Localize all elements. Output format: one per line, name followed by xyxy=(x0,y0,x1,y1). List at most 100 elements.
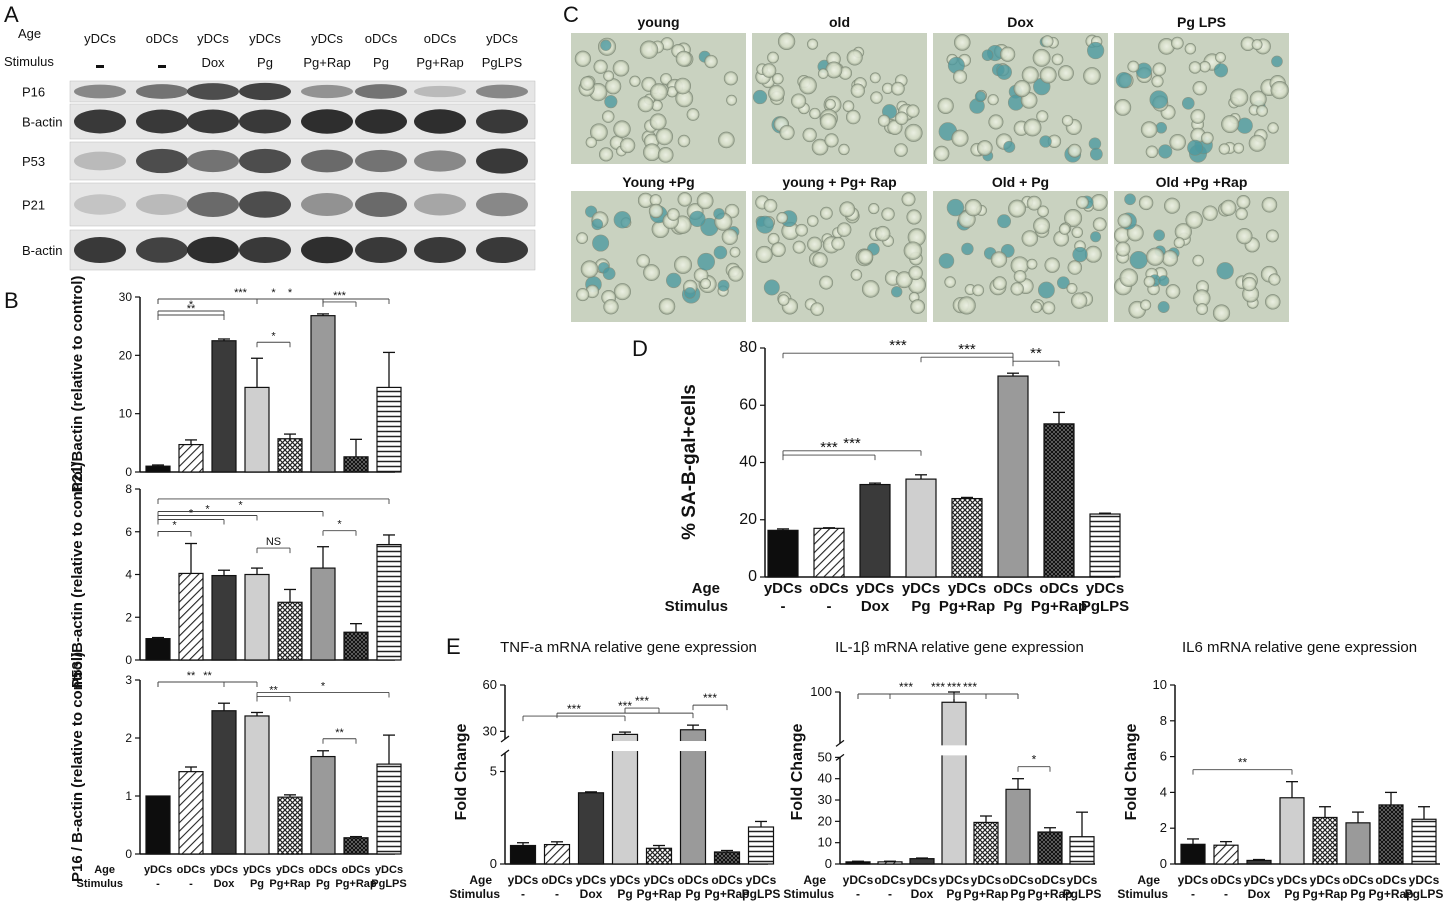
stimulus-row-label: Stimulus xyxy=(783,887,834,901)
cell-shape xyxy=(1270,81,1289,100)
cell-shape xyxy=(807,236,823,252)
cell-shape xyxy=(636,254,650,268)
bar xyxy=(244,386,270,473)
cell-shape xyxy=(655,127,674,146)
cell-shape xyxy=(791,93,807,109)
western-blot-panel: Age Stimulus yDCs oDCs yDCs Dox yDCs Pg yDCs Pg+R… xyxy=(4,26,536,271)
cell-shape xyxy=(689,210,706,228)
cell-shape xyxy=(908,265,923,281)
bar xyxy=(145,638,171,661)
x-tick-stimulus: Pg xyxy=(1350,887,1365,901)
cell-shape xyxy=(643,143,661,162)
cell-shape xyxy=(1187,139,1204,156)
cell-shape xyxy=(1151,75,1164,88)
cell-shape xyxy=(777,32,796,51)
blot-band xyxy=(301,149,353,173)
cell-shape xyxy=(776,212,788,224)
bar xyxy=(1089,513,1121,578)
micrograph-title: young + Pg+ Rap xyxy=(782,174,896,190)
x-tick-stimulus: Pg+Rap xyxy=(1368,887,1413,901)
blot-band xyxy=(414,236,466,264)
y-tick-label: 20 xyxy=(739,511,757,528)
cell-shape xyxy=(1229,88,1249,107)
axis-break-mark xyxy=(500,735,510,743)
lane-age-label: oDCs xyxy=(146,31,179,46)
stimulus-row-label: Stimulus xyxy=(665,598,728,615)
cell-shape xyxy=(795,223,808,237)
stimulus-row-label: Stimulus xyxy=(449,887,500,901)
cell-shape xyxy=(770,242,786,257)
cell-shape xyxy=(1087,41,1105,60)
x-tick-age: yDCs xyxy=(144,864,172,876)
significance-label: * xyxy=(288,287,293,299)
y-tick-label: 20 xyxy=(119,348,133,362)
blot-label: B-actin xyxy=(22,243,62,258)
cell-shape xyxy=(729,246,741,258)
bar xyxy=(277,796,303,855)
y-tick-label: 60 xyxy=(739,396,757,413)
cell-shape xyxy=(580,260,599,278)
cell-shape xyxy=(1242,276,1257,292)
cell-shape xyxy=(718,131,735,149)
bar xyxy=(310,567,336,661)
significance-label: ** xyxy=(187,303,196,315)
cell-shape xyxy=(763,198,778,213)
x-tick-stimulus: Pg xyxy=(685,887,700,901)
x-tick-age: yDCs xyxy=(1409,873,1440,887)
bar xyxy=(577,792,605,865)
lane-age-label: yDCs xyxy=(84,31,116,46)
blot-band xyxy=(239,82,291,101)
significance-label: NS xyxy=(266,536,281,548)
blot-band xyxy=(301,84,353,99)
cell-shape xyxy=(593,59,608,74)
cell-shape xyxy=(1158,275,1170,287)
cell-shape xyxy=(895,271,913,289)
x-tick-stimulus: Dox xyxy=(214,878,236,890)
panel-letter-d: D xyxy=(632,336,648,361)
bar xyxy=(211,574,237,661)
cell-shape xyxy=(1268,273,1281,286)
y-tick-label: 60 xyxy=(483,677,497,692)
cell-shape xyxy=(713,208,725,220)
cell-shape xyxy=(763,279,780,296)
cell-shape xyxy=(752,89,768,105)
chart-title: IL-1β mRNA relative gene expression xyxy=(835,639,1084,656)
cell-shape xyxy=(696,192,714,210)
cell-shape xyxy=(811,138,829,156)
cell-shape xyxy=(946,198,965,217)
blot-band xyxy=(74,151,126,171)
y-tick-label: 30 xyxy=(483,723,497,738)
cell-shape xyxy=(824,133,839,148)
cell-shape xyxy=(1066,282,1078,294)
y-tick-label: 0 xyxy=(490,856,497,871)
cell-shape xyxy=(997,214,1012,229)
cell-shape xyxy=(810,302,824,316)
cell-shape xyxy=(686,108,700,121)
blot-band xyxy=(414,85,466,98)
x-tick-age: yDCs xyxy=(1067,873,1098,887)
cell-shape xyxy=(1184,43,1197,55)
cell-shape xyxy=(1124,193,1136,206)
cell-shape xyxy=(1169,133,1186,151)
y-tick-label: 8 xyxy=(1160,713,1167,728)
x-tick-stimulus: Pg xyxy=(1284,887,1299,901)
x-tick-stimulus: Pg+Rap xyxy=(335,878,377,890)
cell-shape xyxy=(637,96,654,113)
cell-shape xyxy=(1218,143,1230,155)
x-tick-age: oDCs xyxy=(993,580,1032,597)
x-tick-age: yDCs xyxy=(1178,873,1209,887)
x-tick-stimulus: - xyxy=(781,598,786,615)
cell-shape xyxy=(700,278,711,290)
cell-shape xyxy=(1032,48,1051,67)
cell-shape xyxy=(1149,90,1169,109)
x-tick-stimulus: Dox xyxy=(580,887,603,901)
cell-shape xyxy=(613,211,632,229)
bar xyxy=(509,844,537,865)
cell-shape xyxy=(612,59,630,77)
cell-shape xyxy=(1212,304,1231,322)
cell-shape xyxy=(1140,121,1158,138)
cell-shape xyxy=(1042,301,1056,315)
lane-stimulus-label: Pg+Rap xyxy=(416,55,463,70)
cell-shape xyxy=(591,218,604,231)
